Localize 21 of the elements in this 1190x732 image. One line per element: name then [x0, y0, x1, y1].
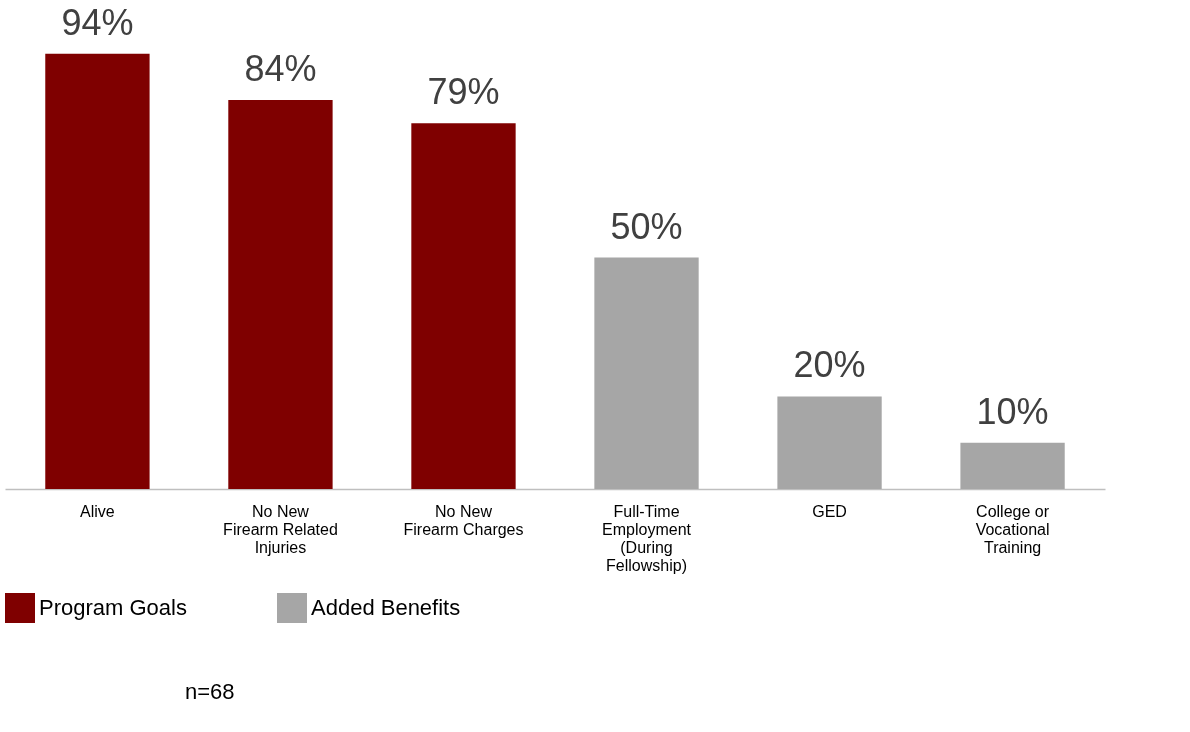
x-tick-label: College or Vocational Training — [975, 502, 1050, 556]
x-tick-label: No New Firearm Related Injuries — [223, 502, 338, 556]
text: n=68 — [185, 679, 235, 704]
x-tick-label: No New Firearm Charges — [403, 502, 524, 538]
bar — [594, 257, 699, 489]
data-label: 10% — [976, 390, 1049, 432]
legend-label: Added Benefits — [311, 595, 461, 620]
data-label: 84% — [244, 48, 317, 90]
x-tick-label: Alive — [80, 502, 115, 520]
legend-label: Program Goals — [39, 595, 187, 620]
data-label: 94% — [61, 1, 134, 43]
bar — [411, 123, 516, 489]
bar — [228, 100, 333, 489]
data-label: 79% — [427, 71, 500, 113]
data-label: 20% — [793, 344, 866, 386]
bar — [960, 442, 1065, 489]
bar — [45, 53, 150, 489]
x-tick-label: Full-Time Employment (During Fellowship) — [602, 502, 692, 574]
bar — [777, 396, 882, 489]
x-tick-label: GED — [812, 502, 847, 520]
data-label: 50% — [610, 205, 683, 247]
